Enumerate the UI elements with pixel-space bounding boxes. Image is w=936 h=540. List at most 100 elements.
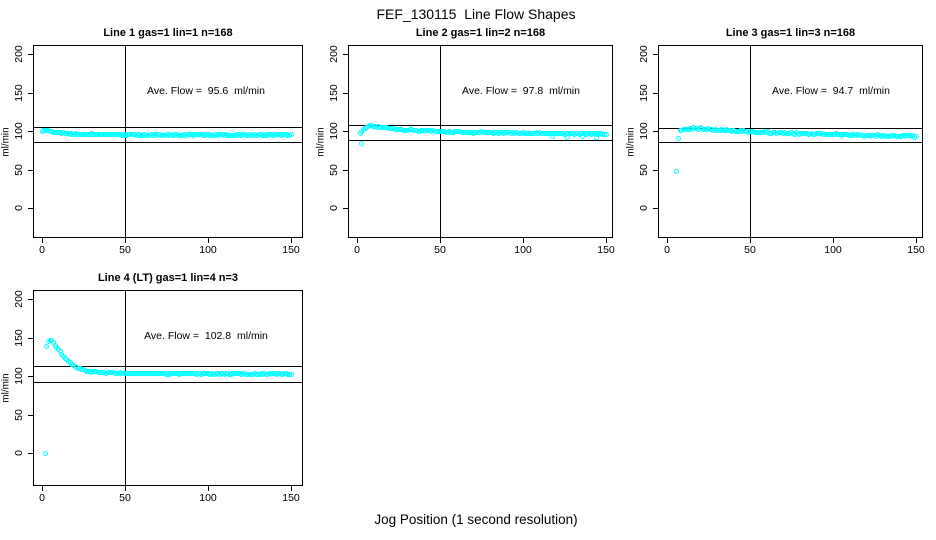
subplot-title: Line 2 gas=1 lin=2 n=168 xyxy=(415,27,546,39)
ave-flow-annotation: Ave. Flow = 97.8 ml/min xyxy=(462,85,580,97)
upper-ref-line xyxy=(34,365,302,367)
data-point xyxy=(42,450,48,456)
y-tick xyxy=(28,376,33,377)
x-tick xyxy=(833,238,834,243)
y-tick xyxy=(653,54,658,55)
y-tick-label: 150 xyxy=(328,83,340,102)
x-tick xyxy=(208,486,209,491)
x-tick xyxy=(440,238,441,243)
x-tick-label: 0 xyxy=(39,244,45,256)
y-tick xyxy=(28,337,33,339)
vertical-ref-line xyxy=(125,291,126,485)
data-point xyxy=(565,134,571,140)
y-tick-label: 150 xyxy=(13,83,25,102)
data-point xyxy=(674,168,680,174)
y-tick xyxy=(28,131,33,132)
x-tick xyxy=(667,238,668,243)
y-tick xyxy=(343,169,348,171)
y-axis-label: ml/min xyxy=(315,126,327,157)
y-tick-label: 100 xyxy=(328,122,340,140)
y-tick xyxy=(28,208,33,209)
subplot-line-3: Line 3 gas=1 lin=3 n=168 ml/min Ave. Flo… xyxy=(626,27,925,256)
subplot-title: Line 1 gas=1 lin=1 n=168 xyxy=(103,27,233,39)
page-title: FEF_130115 Line Flow Shapes xyxy=(376,6,576,22)
x-tick xyxy=(125,238,126,243)
y-tick xyxy=(343,54,348,55)
x-tick-label: 150 xyxy=(282,492,300,504)
lower-ref-line xyxy=(349,140,612,142)
y-tick xyxy=(28,453,33,454)
y-tick-label: 100 xyxy=(13,367,25,385)
x-tick-label: 50 xyxy=(119,244,131,256)
y-tick-label: 50 xyxy=(638,163,650,176)
x-tick-label: 150 xyxy=(907,244,925,256)
y-tick-label: 100 xyxy=(638,122,650,140)
x-tick xyxy=(606,238,607,243)
x-axis-label: Jog Position (1 second resolution) xyxy=(374,512,578,527)
y-tick-label: 200 xyxy=(13,45,25,63)
y-tick-label: 150 xyxy=(638,83,650,102)
x-tick-label: 50 xyxy=(744,244,756,256)
vertical-ref-line xyxy=(440,46,441,237)
x-tick xyxy=(291,486,292,491)
x-tick-label: 150 xyxy=(597,244,615,256)
data-point xyxy=(288,371,294,377)
x-tick xyxy=(125,486,126,491)
y-axis-label: ml/min xyxy=(0,126,12,157)
x-tick xyxy=(523,238,524,243)
data-point xyxy=(359,140,365,146)
y-tick-label: 50 xyxy=(13,408,25,421)
ave-flow-annotation: Ave. Flow = 95.6 ml/min xyxy=(147,85,265,97)
y-tick xyxy=(28,169,33,171)
x-tick-label: 0 xyxy=(39,492,45,504)
data-point xyxy=(580,134,586,140)
subplot-line-1: Line 1 gas=1 lin=1 n=168 ml/min Ave. Flo… xyxy=(1,27,303,256)
upper-ref-line xyxy=(34,126,302,128)
y-tick xyxy=(28,92,33,94)
y-tick-label: 200 xyxy=(328,45,340,63)
y-tick xyxy=(653,169,658,171)
upper-ref-line xyxy=(349,125,612,127)
y-axis-label: ml/min xyxy=(0,373,12,403)
data-point xyxy=(603,132,609,138)
x-tick xyxy=(42,238,43,243)
subplot-line-2: Line 2 gas=1 lin=2 n=168 ml/min Ave. Flo… xyxy=(316,27,615,256)
data-point xyxy=(593,134,599,140)
x-tick xyxy=(357,238,358,243)
lower-ref-line xyxy=(34,141,302,143)
data-point xyxy=(550,134,556,140)
y-tick xyxy=(343,92,348,94)
y-tick-label: 200 xyxy=(13,290,25,308)
x-tick-label: 0 xyxy=(664,244,670,256)
y-tick xyxy=(28,414,33,416)
lower-ref-line xyxy=(34,381,302,383)
y-tick-label: 0 xyxy=(638,205,650,211)
ave-flow-annotation: Ave. Flow = 94.7 ml/min xyxy=(772,85,890,97)
ave-flow-annotation: Ave. Flow = 102.8 ml/min xyxy=(144,330,268,342)
y-tick-label: 150 xyxy=(13,328,25,347)
x-tick-label: 100 xyxy=(199,244,217,256)
y-tick xyxy=(653,131,658,132)
y-tick xyxy=(28,299,33,300)
y-tick xyxy=(653,92,658,94)
lower-ref-line xyxy=(659,142,922,144)
subplot-title: Line 3 gas=1 lin=3 n=168 xyxy=(725,27,856,39)
data-point xyxy=(44,343,50,349)
x-tick xyxy=(42,486,43,491)
y-tick-label: 50 xyxy=(328,163,340,176)
y-tick xyxy=(343,208,348,209)
x-tick-label: 100 xyxy=(824,244,842,256)
x-tick xyxy=(208,238,209,243)
x-tick-label: 0 xyxy=(354,244,360,256)
y-tick-label: 0 xyxy=(13,205,25,211)
data-point xyxy=(676,136,682,142)
vertical-ref-line xyxy=(750,46,751,237)
plot-area: Ave. Flow = 94.7 ml/min 0 50 100 150 0 50 100 1… xyxy=(638,45,925,256)
plot-area: Ave. Flow = 97.8 ml/min 0 50 100 150 0 50 100 1… xyxy=(328,45,615,256)
x-tick xyxy=(291,238,292,243)
y-tick-label: 0 xyxy=(13,450,25,456)
y-tick xyxy=(343,131,348,132)
y-tick-label: 0 xyxy=(328,205,340,211)
x-tick-label: 100 xyxy=(514,244,532,256)
